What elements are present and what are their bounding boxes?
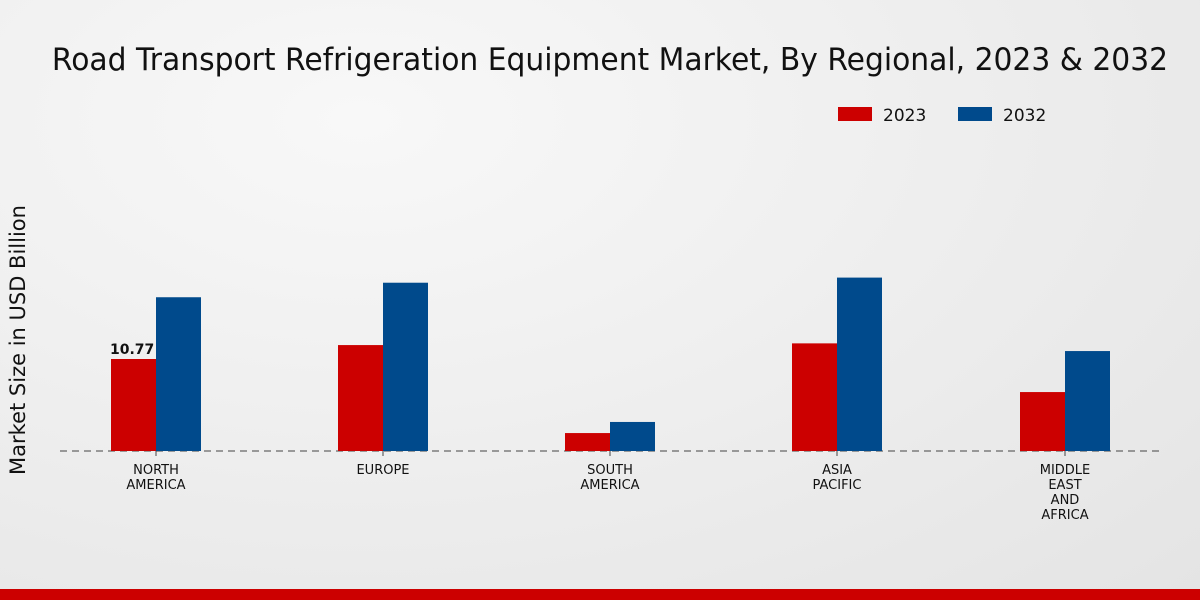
bar-2023-1 [338,345,383,451]
x-tick-label: MIDDLE [1040,463,1091,478]
bar-2032-0 [156,297,201,451]
x-tick-label: PACIFIC [813,478,862,493]
bar-2023-2 [565,433,610,451]
y-axis-label: Market Size in USD Billion [6,205,30,475]
data-label: 10.77 [110,342,154,358]
x-tick-label: EAST [1048,478,1081,493]
bar-2023-4 [1020,392,1065,451]
x-tick-label: AND [1051,493,1080,508]
legend-swatch-2032 [958,107,992,121]
bar-2032-1 [383,282,428,451]
chart-title: Road Transport Refrigeration Equipment M… [52,42,1168,78]
x-tick-label: ASIA [822,463,852,478]
legend-swatch-2023 [838,107,872,121]
bar-2023-0 [111,359,156,451]
x-tick-label: NORTH [133,463,179,478]
x-tick-label: SOUTH [587,463,633,478]
x-tick-label: AFRICA [1041,508,1088,523]
footer-bar [0,589,1200,600]
bar-2023-3 [792,343,837,451]
x-tick-label: AMERICA [580,478,639,493]
legend-label-2032: 2032 [1003,106,1046,126]
legend-label-2023: 2023 [883,106,926,126]
bar-2032-3 [837,277,882,451]
x-tick-label: EUROPE [356,463,409,478]
x-tick-label: AMERICA [126,478,185,493]
bar-2032-2 [610,421,655,451]
bar-2032-4 [1065,351,1110,451]
